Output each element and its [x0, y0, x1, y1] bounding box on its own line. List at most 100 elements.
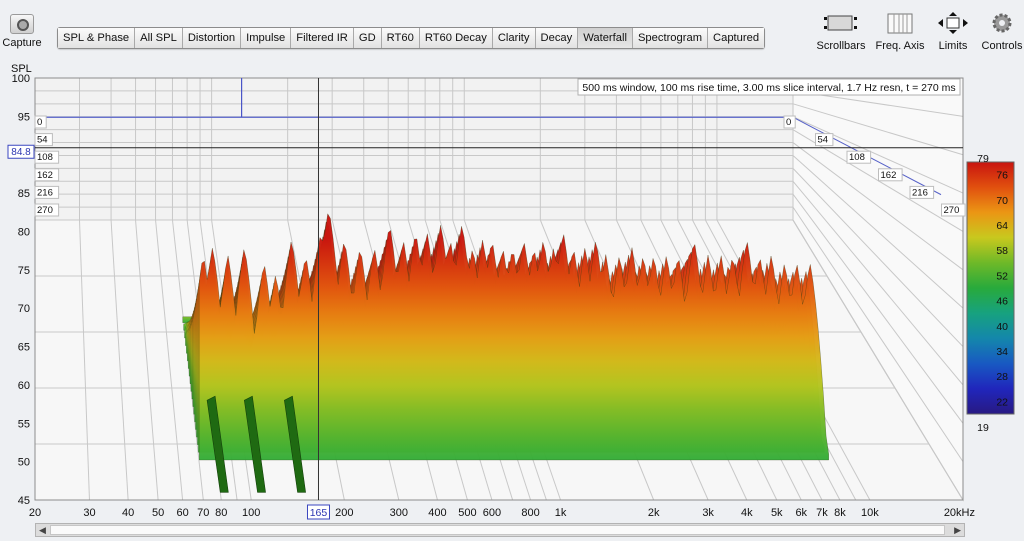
- color-scale-label: 28: [996, 371, 1008, 383]
- time-label-text: 162: [37, 170, 53, 181]
- time-label-text: 270: [37, 205, 53, 216]
- time-label-box: [815, 133, 834, 147]
- time-label-text: 270: [944, 205, 960, 216]
- y-tick-label: 65: [18, 342, 30, 354]
- wall-grid-line: [792, 142, 964, 271]
- time-label-box: [846, 150, 872, 164]
- time-label-right: 216: [909, 185, 935, 199]
- scrollbars-icon: [824, 12, 858, 34]
- scroll-left-arrow-icon[interactable]: ◀: [39, 525, 46, 535]
- time-label-text: 54: [818, 135, 829, 146]
- y-tick-label: 95: [18, 111, 30, 123]
- floor-grid-line: [135, 219, 159, 501]
- x-tick-label: 6k: [795, 507, 807, 519]
- x-tick-label: 5k: [771, 507, 783, 519]
- x-tick-label: 80: [215, 507, 227, 519]
- x-tick-label: 8k: [834, 507, 846, 519]
- menu-bar-strip: [0, 0, 1024, 6]
- tab-gd[interactable]: GD: [353, 28, 382, 48]
- controls-button[interactable]: Controls: [980, 12, 1024, 52]
- cursor-freq-readout: 165: [306, 504, 330, 520]
- time-label-left: 270: [34, 203, 60, 217]
- tool-label: Limits: [938, 40, 968, 52]
- wall-grid-line: [792, 155, 964, 309]
- waterfall-chart[interactable]: 500 ms window, 100 ms rise time, 3.00 ms…: [0, 70, 1024, 522]
- x-tick-label: 20kHz: [944, 507, 975, 519]
- time-label-right: 162: [878, 168, 903, 182]
- tab-clarity[interactable]: Clarity: [492, 28, 536, 48]
- limits-icon: [936, 12, 970, 34]
- wall-grid-line: [792, 206, 964, 462]
- info-text: 500 ms window, 100 ms rise time, 3.00 ms…: [582, 82, 955, 94]
- tab-filtered-ir[interactable]: Filtered IR: [291, 28, 354, 48]
- gear-icon: [985, 12, 1019, 34]
- tab-rt60-decay[interactable]: RT60 Decay: [419, 28, 493, 48]
- x-tick-label: 100: [242, 507, 260, 519]
- y-tick-label: 50: [18, 457, 30, 469]
- x-tick-label: 70: [197, 507, 209, 519]
- y-tick-label: 60: [18, 380, 30, 392]
- plot-frame: [34, 77, 964, 501]
- wall-grid-line: [792, 116, 964, 194]
- time-label-right: 0: [783, 115, 796, 129]
- x-tick-label: 30: [83, 507, 95, 519]
- time-label-text: 216: [912, 187, 928, 198]
- time-label-box: [34, 150, 60, 164]
- spl-readout-text: 84.8: [11, 147, 31, 158]
- waterfall-slice: [198, 213, 829, 461]
- x-tick-label: 10k: [861, 507, 879, 519]
- color-scale-label: 19: [977, 422, 989, 434]
- time-label-right: 270: [941, 203, 966, 217]
- time-label-text: 162: [881, 170, 897, 181]
- x-tick-label: 200: [335, 507, 353, 519]
- horizontal-scrollbar[interactable]: ◀ ▶: [35, 523, 965, 537]
- x-tick-label: 4k: [741, 507, 753, 519]
- time-label-box: [941, 203, 966, 217]
- readout-box: [7, 144, 35, 159]
- y-tick-label: 75: [18, 265, 30, 277]
- cursor-spl-readout: 84.8: [7, 144, 35, 159]
- tab-captured[interactable]: Captured: [708, 28, 765, 48]
- floor-grid-line: [110, 219, 129, 501]
- time-label-box: [34, 203, 60, 217]
- time-label-box: [34, 133, 53, 147]
- tool-label: Freq. Axis: [875, 40, 925, 52]
- capture-button[interactable]: Capture: [2, 14, 42, 49]
- tab-decay[interactable]: Decay: [535, 28, 579, 48]
- x-tick-label: 600: [483, 507, 501, 519]
- time-label-right: 108: [846, 150, 872, 164]
- tab-waterfall[interactable]: Waterfall: [578, 28, 633, 48]
- x-tick-label: 500: [458, 507, 476, 519]
- y-tick-label: 80: [18, 226, 30, 238]
- x-tick-label: 7k: [816, 507, 828, 519]
- time-label-text: 0: [37, 117, 42, 128]
- color-scale-label: 46: [996, 296, 1008, 308]
- freq-axis-button[interactable]: Freq. Axis: [872, 12, 928, 52]
- readout-box: [306, 504, 330, 520]
- tab-spl-phase[interactable]: SPL & Phase: [58, 28, 136, 48]
- scrollbars-button[interactable]: Scrollbars: [814, 12, 868, 52]
- y-tick-label: 100: [12, 73, 30, 85]
- tool-label: Scrollbars: [816, 40, 866, 52]
- waterfall-tail: [284, 395, 306, 493]
- x-tick-label: 2k: [648, 507, 660, 519]
- limits-button[interactable]: Limits: [934, 12, 972, 52]
- time-label-text: 216: [37, 187, 53, 198]
- scroll-right-arrow-icon[interactable]: ▶: [954, 525, 961, 535]
- wall-grid-line: [792, 193, 964, 424]
- time-label-left: 108: [34, 150, 60, 164]
- wall-grid-line: [792, 180, 964, 386]
- time-label-box: [783, 115, 796, 129]
- x-tick-label: 20: [29, 507, 41, 519]
- floor-grid-line: [78, 219, 90, 501]
- scrollbar-thumb[interactable]: [50, 525, 945, 535]
- freq-readout-text: 165: [310, 507, 328, 519]
- tab-spectrogram[interactable]: Spectrogram: [632, 28, 709, 48]
- tab-rt60[interactable]: RT60: [381, 28, 420, 48]
- time-label-box: [34, 115, 47, 129]
- time-label-box: [878, 168, 903, 182]
- color-scale-label: 22: [996, 396, 1008, 408]
- tab-all-spl[interactable]: All SPL: [135, 28, 183, 48]
- tab-impulse[interactable]: Impulse: [241, 28, 292, 48]
- tab-distortion[interactable]: Distortion: [182, 28, 242, 48]
